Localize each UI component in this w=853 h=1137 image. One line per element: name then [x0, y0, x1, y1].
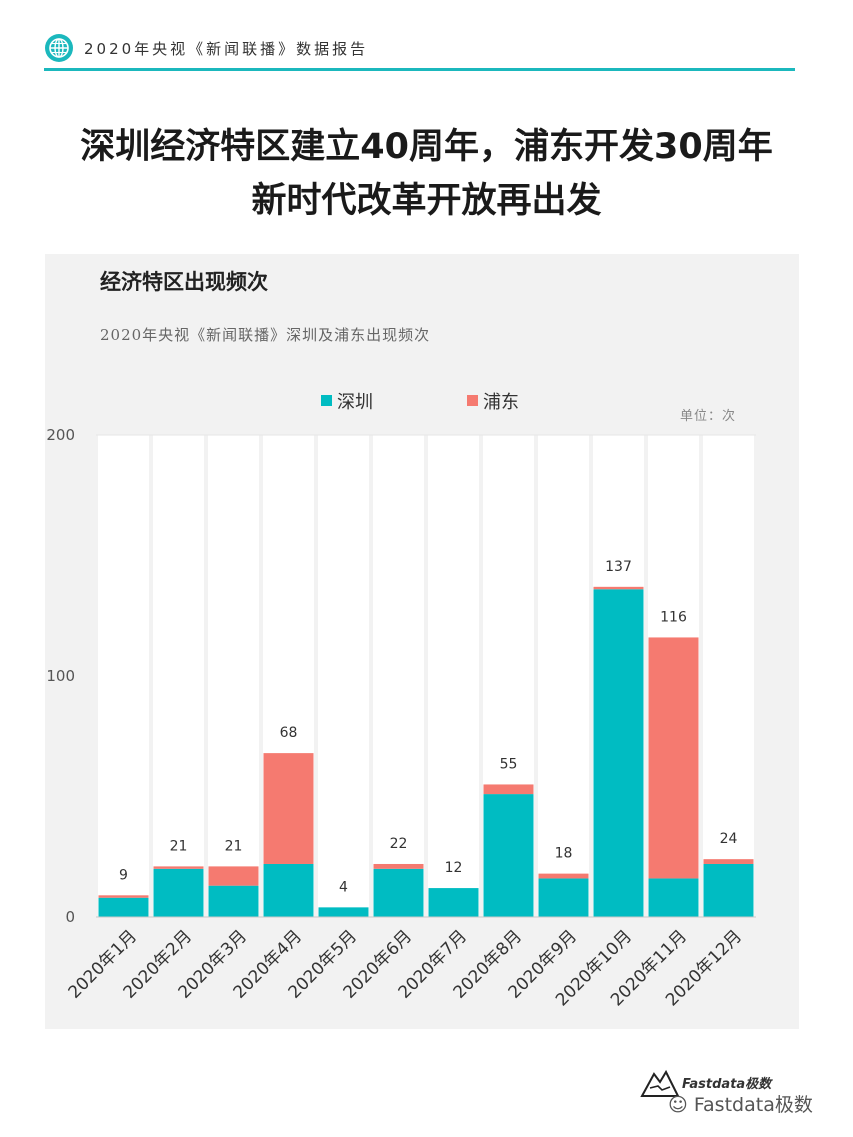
bar-segment-pudong [483, 784, 534, 795]
data-label-total: 21 [225, 838, 243, 854]
bar-segment-shenzhen [428, 888, 479, 917]
data-label-total: 12 [445, 860, 463, 876]
bar-segment-pudong [538, 873, 589, 879]
legend-swatch-shenzhen [321, 395, 332, 406]
bar-segment-shenzhen [318, 907, 369, 917]
bar-segment-pudong [208, 866, 259, 886]
column-band [538, 435, 589, 917]
column-band [373, 435, 424, 917]
y-tick-label: 0 [65, 908, 75, 926]
y-tick-label: 200 [46, 426, 75, 444]
header-text: 2020年央视《新闻联播》数据报告 [84, 40, 369, 58]
bars-group [98, 586, 754, 917]
unit-label: 单位：次 [680, 408, 736, 424]
legend-label-shenzhen: 深圳 [337, 392, 373, 413]
header-divider [44, 68, 795, 71]
data-label-total: 68 [280, 725, 298, 741]
data-label-total: 22 [390, 836, 408, 852]
plot-background [96, 435, 756, 917]
bar-segment-shenzhen [483, 794, 534, 917]
column-band [153, 435, 204, 917]
data-label-total: 4 [339, 879, 348, 895]
fastdata-logo-icon [640, 1069, 680, 1097]
bar-segment-pudong [373, 863, 424, 869]
bar-segment-shenzhen [648, 878, 699, 917]
y-tick-label: 100 [46, 667, 75, 685]
chart-title: 经济特区出现频次 [100, 270, 268, 294]
bar-segment-shenzhen [98, 897, 149, 917]
data-label-total: 9 [119, 867, 128, 883]
legend: 深圳 浦东 [321, 392, 519, 413]
data-label-total: 18 [555, 846, 573, 862]
bar-segment-shenzhen [538, 878, 589, 917]
value-labels-group: 9 21 21 68 4 22 12 55 18 137 116 24 [119, 559, 737, 896]
column-band [428, 435, 479, 917]
data-label-total: 55 [500, 756, 518, 772]
bar-segment-shenzhen [263, 863, 314, 917]
bar-segment-shenzhen [153, 868, 204, 917]
legend-swatch-pudong [467, 395, 478, 406]
bar-segment-shenzhen [593, 589, 644, 917]
wechat-icon: ☺ [668, 1094, 688, 1116]
bar-segment-pudong [263, 753, 314, 864]
column-band [208, 435, 259, 917]
chart-subtitle: 2020年央视《新闻联播》深圳及浦东出现频次 [100, 326, 431, 344]
bar-segment-shenzhen [703, 863, 754, 917]
column-band [98, 435, 149, 917]
column-band [703, 435, 754, 917]
legend-label-pudong: 浦东 [483, 392, 519, 413]
bar-segment-pudong [593, 586, 644, 590]
bar-segment-pudong [703, 859, 754, 864]
bar-segment-shenzhen [373, 868, 424, 917]
data-label-total: 137 [605, 559, 632, 575]
page-title-line2: 新时代改革开放再出发 [251, 181, 602, 221]
bar-segment-pudong [153, 866, 204, 869]
bar-segment-pudong [98, 895, 149, 898]
report-header: 2020年央视《新闻联播》数据报告 [44, 30, 795, 74]
watermark-account: ☺ Fastdata极数 [668, 1090, 813, 1117]
data-label-total: 24 [720, 831, 738, 847]
data-label-total: 116 [660, 609, 687, 625]
bar-segment-shenzhen [208, 885, 259, 917]
bar-segment-pudong [648, 637, 699, 879]
globe-icon [45, 34, 73, 62]
page-title-line1: 深圳经济特区建立40周年，浦东开发30周年 [80, 127, 773, 167]
data-label-total: 21 [170, 838, 188, 854]
watermark-brand: Fastdata极数 [682, 1077, 772, 1092]
watermark-account-name: Fastdata极数 [693, 1094, 813, 1116]
column-band [318, 435, 369, 917]
